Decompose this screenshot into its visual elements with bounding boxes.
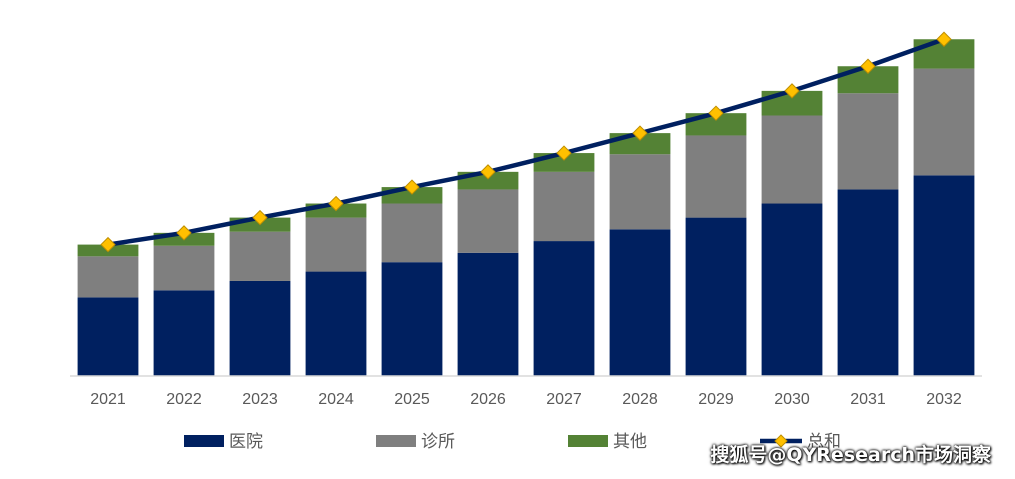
total-marker-2030	[784, 83, 800, 99]
x-tick-label: 2032	[926, 391, 962, 408]
x-tick-labels: 2021 2022 2023 2024 2025 2026 2027 2028 2029 2030…	[90, 391, 962, 408]
bar-医院-2025	[381, 262, 443, 376]
total-marker-2022	[176, 225, 192, 241]
x-tick-label: 2024	[318, 391, 354, 408]
x-tick-label: 2025	[394, 391, 430, 408]
x-tick-label: 2030	[774, 391, 810, 408]
legend-swatch-marker	[774, 434, 788, 448]
bar-诊所-2026	[457, 189, 519, 253]
total-marker-2026	[480, 164, 496, 180]
bar-诊所-2031	[837, 93, 899, 190]
total-marker-2025	[404, 179, 420, 195]
total-marker-2031	[860, 58, 876, 74]
bar-诊所-2025	[381, 203, 443, 263]
legend-label-医院: 医院	[229, 432, 263, 452]
legend-swatch-其他	[568, 435, 608, 447]
x-tick-label: 2029	[698, 391, 734, 408]
bar-诊所-2028	[609, 154, 671, 230]
bar-医院-2027	[533, 241, 595, 376]
total-marker-2024	[328, 195, 344, 212]
bar-医院-2022	[153, 290, 215, 376]
legend-label-总和: 总和	[807, 432, 841, 452]
bar-诊所-2021	[77, 256, 139, 298]
bar-诊所-2022	[153, 245, 215, 291]
x-tick-label: 2021	[90, 391, 126, 408]
x-tick-label: 2027	[546, 391, 582, 408]
bar-医院-2028	[609, 229, 671, 376]
bar-医院-2030	[761, 203, 823, 376]
total-line-layer	[100, 31, 952, 253]
total-marker-2023	[252, 209, 268, 226]
x-tick-label: 2022	[166, 391, 202, 408]
bar-医院-2024	[305, 271, 367, 376]
bar-诊所-2027	[533, 171, 595, 242]
bar-诊所-2032	[913, 68, 975, 176]
watermark: 搜狐号@QYResearch市场洞察	[710, 444, 991, 466]
x-tick-label: 2031	[850, 391, 886, 408]
bar-医院-2023	[229, 280, 291, 376]
bar-医院-2021	[77, 297, 139, 376]
legend-swatch-医院	[184, 435, 224, 447]
bar-医院-2031	[837, 189, 899, 376]
legend: 医院 诊所 其他 总和	[184, 432, 841, 452]
total-marker-2029	[708, 105, 724, 121]
legend-label-其他: 其他	[613, 432, 647, 452]
total-line	[107, 37, 945, 247]
bar-医院-2029	[685, 217, 747, 376]
bar-诊所-2024	[305, 217, 367, 272]
x-tick-label: 2028	[622, 391, 658, 408]
bars-layer	[77, 39, 975, 376]
total-marker-2032	[936, 31, 952, 47]
bar-医院-2026	[457, 252, 519, 376]
total-marker-2028	[632, 125, 648, 141]
legend-swatch-诊所	[376, 435, 416, 447]
bar-诊所-2029	[685, 135, 747, 218]
total-marker-2027	[556, 145, 572, 161]
total-marker-2021	[100, 236, 116, 253]
bar-诊所-2023	[229, 231, 291, 281]
x-tick-label: 2026	[470, 391, 506, 408]
legend-label-诊所: 诊所	[421, 432, 455, 452]
bar-诊所-2030	[761, 115, 823, 204]
bar-医院-2032	[913, 175, 975, 376]
x-tick-label: 2023	[242, 391, 278, 408]
